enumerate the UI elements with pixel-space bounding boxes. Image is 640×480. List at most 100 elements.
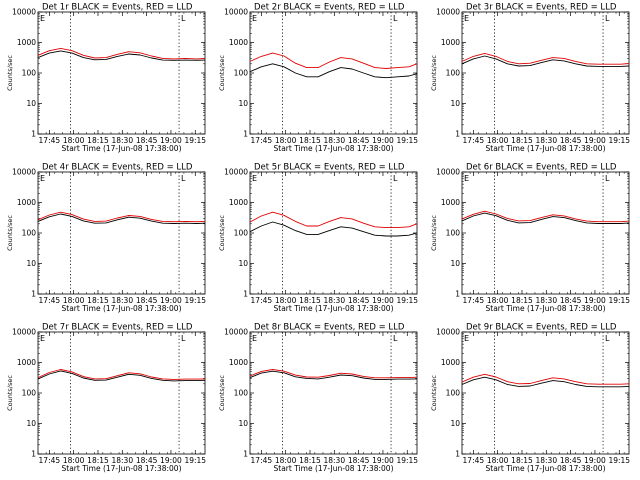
x-tick-label: 17:45 (251, 296, 273, 305)
series-lld-line (461, 373, 630, 385)
panel-1: Det 1r BLACK = Events, RED = LLD 1 10 100 10… (6, 3, 206, 154)
y-tick-label: 10 (450, 99, 460, 108)
panel-mark-l: L (181, 174, 186, 183)
y-tick-label: 100 (446, 229, 461, 238)
series-lld-line (37, 211, 206, 223)
plot-frame (461, 171, 630, 295)
panel-mark-l: L (181, 14, 186, 23)
x-tick-label: 17:45 (251, 456, 273, 465)
panel-7: Det 7r BLACK = Events, RED = LLD 1 10 100 10… (6, 323, 206, 474)
panel-mark-l: L (393, 14, 398, 23)
x-tick-label: 17:45 (463, 296, 485, 305)
plot-frame (461, 331, 630, 455)
panel-mark-l: L (605, 14, 610, 23)
x-tick-label: 19:00 (372, 456, 394, 465)
panel-mark-e: E (464, 334, 469, 343)
x-tick-label: 19:00 (372, 136, 394, 145)
x-tick-label: 18:00 (275, 136, 297, 145)
x-tick-label: 19:00 (160, 136, 182, 145)
y-tick-label: 1 (455, 290, 460, 299)
y-axis-label: Counts/sec (218, 215, 226, 251)
x-tick-label: 17:45 (251, 136, 273, 145)
y-tick-label: 10 (238, 259, 248, 268)
series-lld-line (249, 211, 418, 229)
x-tick-label: 19:15 (608, 296, 630, 305)
x-tick-label: 18:45 (348, 136, 370, 145)
panel-title: Det 1r BLACK = Events, RED = LLD (42, 3, 193, 13)
x-tick-label: 18:30 (323, 136, 345, 145)
x-tick-label: 18:00 (487, 296, 509, 305)
panel-mark-e: E (252, 174, 257, 183)
x-axis-label: Start Time (17-Jun-08 17:38:00) (62, 464, 182, 473)
x-tick-label: 18:30 (323, 456, 345, 465)
plot-frame (249, 331, 418, 455)
x-tick-label: 18:00 (63, 456, 85, 465)
x-tick-label: 19:15 (184, 296, 206, 305)
y-tick-label: 1 (243, 290, 248, 299)
y-tick-label: 10 (26, 259, 36, 268)
x-tick-label: 17:45 (39, 136, 61, 145)
x-tick-label: 18:15 (299, 136, 321, 145)
series-lld-line (249, 52, 418, 69)
x-tick-label: 17:45 (463, 456, 485, 465)
panel-2: Det 2r BLACK = Events, RED = LLD 1 10 100 10… (218, 3, 418, 154)
series-events-line (249, 63, 418, 79)
series-events-line (37, 50, 206, 61)
x-tick-label: 17:45 (39, 296, 61, 305)
y-tick-label: 10000 (224, 8, 248, 17)
x-tick-label: 19:15 (396, 296, 418, 305)
y-tick-label: 100 (22, 69, 37, 78)
x-tick-label: 19:00 (160, 456, 182, 465)
y-tick-label: 1000 (441, 358, 460, 367)
y-tick-label: 1 (31, 450, 36, 459)
y-tick-label: 10 (450, 259, 460, 268)
y-tick-label: 10 (238, 419, 248, 428)
y-axis-label: Counts/sec (6, 375, 14, 411)
y-tick-label: 10000 (12, 328, 36, 337)
x-tick-label: 18:15 (87, 456, 109, 465)
x-axis-label: Start Time (17-Jun-08 17:38:00) (274, 464, 394, 473)
x-axis-label: Start Time (17-Jun-08 17:38:00) (274, 304, 394, 313)
panel-mark-l: L (181, 334, 186, 343)
x-tick-label: 19:15 (184, 456, 206, 465)
x-tick-label: 18:15 (511, 296, 533, 305)
y-tick-label: 100 (234, 69, 249, 78)
x-tick-label: 19:00 (584, 296, 606, 305)
y-tick-label: 1000 (17, 198, 36, 207)
panel-5: Det 5r BLACK = Events, RED = LLD 1 10 100 10… (218, 163, 418, 314)
x-tick-label: 19:00 (372, 296, 394, 305)
series-lld-line (249, 369, 418, 379)
series-events-line (461, 55, 630, 67)
x-tick-label: 18:30 (535, 296, 557, 305)
series-lld-line (37, 369, 206, 380)
panel-9: Det 9r BLACK = Events, RED = LLD 1 10 100 10… (430, 323, 630, 474)
panel-mark-e: E (40, 14, 45, 23)
x-tick-label: 18:15 (87, 136, 109, 145)
x-tick-label: 18:00 (275, 296, 297, 305)
y-tick-label: 1 (31, 130, 36, 139)
x-axis-label: Start Time (17-Jun-08 17:38:00) (62, 144, 182, 153)
y-tick-label: 1 (455, 450, 460, 459)
panel-mark-e: E (464, 174, 469, 183)
series-events-line (249, 221, 418, 237)
y-tick-label: 10000 (436, 168, 460, 177)
y-tick-label: 10000 (12, 168, 36, 177)
panel-mark-l: L (605, 174, 610, 183)
x-tick-label: 18:45 (560, 456, 582, 465)
x-axis-label: Start Time (17-Jun-08 17:38:00) (62, 304, 182, 313)
panel-title: Det 5r BLACK = Events, RED = LLD (254, 163, 405, 173)
y-axis-label: Counts/sec (430, 375, 438, 411)
series-events-line (461, 376, 630, 388)
y-tick-label: 10 (238, 99, 248, 108)
y-axis-label: Counts/sec (6, 55, 14, 91)
panel-title: Det 8r BLACK = Events, RED = LLD (254, 323, 405, 333)
y-tick-label: 1000 (229, 38, 248, 47)
x-tick-label: 18:45 (136, 136, 158, 145)
panel-title: Det 7r BLACK = Events, RED = LLD (42, 323, 193, 333)
x-tick-label: 18:30 (111, 136, 133, 145)
x-tick-label: 18:30 (111, 296, 133, 305)
x-tick-label: 18:15 (299, 296, 321, 305)
y-axis-label: Counts/sec (430, 55, 438, 91)
y-tick-label: 100 (446, 69, 461, 78)
